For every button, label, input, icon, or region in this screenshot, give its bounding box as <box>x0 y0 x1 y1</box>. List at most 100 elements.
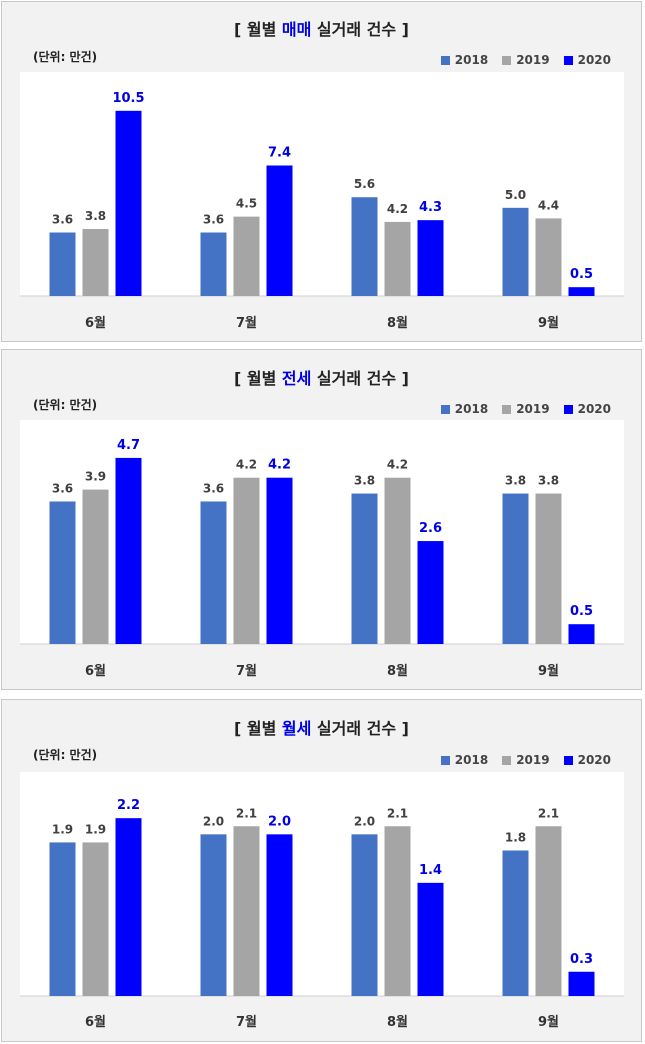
data-label: 4.2 <box>268 458 291 473</box>
data-label: 4.3 <box>419 200 442 215</box>
chart-panel-sales: [ 월별 매매 실거래 건수 ] (단위: 만건) 2018 2019 2020… <box>1 1 642 342</box>
bar-2020-9 <box>568 971 595 996</box>
title-highlight: 월세 <box>281 719 312 738</box>
bar-2018-6 <box>49 842 76 996</box>
unit-label: (단위: 만건) <box>33 50 98 64</box>
bar-2019-7 <box>233 477 260 644</box>
data-label: 4.2 <box>387 458 408 472</box>
bar-2018-7 <box>200 501 227 644</box>
legend-item-2020: 2020 <box>563 753 611 767</box>
data-label: 0.3 <box>570 952 593 967</box>
title-suffix: 실거래 건수 ] <box>311 20 409 39</box>
plot-area <box>20 772 624 996</box>
legend: 2018 2019 2020 <box>427 53 611 67</box>
legend-swatch <box>440 404 450 414</box>
title-prefix: [ 월별 <box>234 20 282 39</box>
chart-panel-wolse: [ 월별 월세 실거래 건수 ] (단위: 만건) 2018 2019 2020… <box>1 699 642 1042</box>
bar-chart-jeonse: 3.6 3.9 4.7 6월 3.6 4.2 4.2 7월 3.8 4.2 2.6 8월 3.8 3.8 0… <box>20 420 624 679</box>
data-label: 7.4 <box>268 145 291 160</box>
legend-item-2020: 2020 <box>563 402 611 416</box>
data-label: 3.6 <box>203 213 224 227</box>
bar-2020-8 <box>417 541 444 644</box>
category-label: 9월 <box>538 663 559 679</box>
bar-2018-9 <box>502 493 529 644</box>
bar-2018-7 <box>200 834 227 996</box>
bar-2018-7 <box>200 232 227 296</box>
bar-2020-7 <box>266 834 293 996</box>
data-label: 1.4 <box>419 863 442 878</box>
bar-2020-7 <box>266 477 293 644</box>
bar-2019-7 <box>233 826 260 996</box>
bar-2019-7 <box>233 216 260 296</box>
bar-2020-6 <box>115 457 142 644</box>
category-label: 7월 <box>236 663 257 679</box>
title-prefix: [ 월별 <box>234 369 282 388</box>
data-label: 10.5 <box>112 91 144 106</box>
legend-item-2019: 2019 <box>502 53 550 67</box>
title-highlight: 매매 <box>281 20 312 39</box>
unit-label: (단위: 만건) <box>33 748 98 762</box>
title-suffix: 실거래 건수 ] <box>311 369 409 388</box>
bar-2019-6 <box>82 228 109 296</box>
legend-item-2018: 2018 <box>440 53 488 67</box>
plot-area <box>20 72 624 296</box>
data-label: 4.7 <box>117 438 140 453</box>
data-label: 0.5 <box>570 604 593 619</box>
bar-2020-8 <box>417 220 444 296</box>
data-label: 5.6 <box>354 177 375 191</box>
data-label: 3.8 <box>354 474 375 488</box>
bar-2019-9 <box>535 493 562 644</box>
unit-label: (단위: 만건) <box>33 398 98 412</box>
category-label: 7월 <box>236 315 257 331</box>
category-label: 9월 <box>538 1014 559 1030</box>
bar-2019-9 <box>535 826 562 996</box>
data-label: 2.6 <box>419 521 442 536</box>
data-label: 3.8 <box>85 209 106 223</box>
bar-2019-6 <box>82 842 109 996</box>
legend-swatch <box>502 755 512 765</box>
category-label: 8월 <box>387 315 408 331</box>
data-label: 1.8 <box>505 831 526 845</box>
chart-title: [ 월별 전세 실거래 건수 ] <box>2 365 641 389</box>
legend-item-2018: 2018 <box>440 753 488 767</box>
data-label: 2.2 <box>117 798 140 813</box>
legend-swatch <box>440 55 450 65</box>
legend-swatch <box>563 755 573 765</box>
bar-2019-8 <box>384 221 411 296</box>
data-label: 2.0 <box>203 814 224 828</box>
data-label: 3.6 <box>52 481 73 495</box>
bar-chart-sales: 3.6 3.8 10.5 6월 3.6 4.5 7.4 7월 5.6 4.2 4.3 8월 5.0 4.4… <box>20 72 624 331</box>
legend-item-2020: 2020 <box>563 53 611 67</box>
legend-item-2018: 2018 <box>440 402 488 416</box>
title-highlight: 전세 <box>281 369 312 388</box>
legend-swatch <box>502 55 512 65</box>
data-label: 2.0 <box>354 814 375 828</box>
legend: 2018 2019 2020 <box>427 402 611 416</box>
bar-2018-9 <box>502 207 529 296</box>
bar-2020-9 <box>568 287 595 296</box>
bar-2020-6 <box>115 818 142 996</box>
legend-item-2019: 2019 <box>502 402 550 416</box>
data-label: 2.0 <box>268 814 291 829</box>
bar-2020-9 <box>568 624 595 644</box>
bar-2020-8 <box>417 882 444 996</box>
category-label: 7월 <box>236 1014 257 1030</box>
category-label: 8월 <box>387 1014 408 1030</box>
bar-2020-7 <box>266 165 293 296</box>
bar-2019-9 <box>535 218 562 296</box>
bar-2018-6 <box>49 232 76 296</box>
bar-2020-6 <box>115 110 142 297</box>
bar-2018-8 <box>351 197 378 296</box>
chart-panel-jeonse: [ 월별 전세 실거래 건수 ] (단위: 만건) 2018 2019 2020… <box>1 349 642 690</box>
bar-2019-6 <box>82 489 109 644</box>
category-label: 8월 <box>387 663 408 679</box>
category-label: 6월 <box>85 315 106 331</box>
data-label: 1.9 <box>52 822 73 836</box>
legend-swatch <box>563 404 573 414</box>
legend-swatch <box>563 55 573 65</box>
data-label: 5.0 <box>505 188 526 202</box>
data-label: 2.1 <box>236 806 257 820</box>
data-label: 3.8 <box>538 474 559 488</box>
plot-area <box>20 420 624 644</box>
chart-title: [ 월별 매매 실거래 건수 ] <box>2 16 641 40</box>
